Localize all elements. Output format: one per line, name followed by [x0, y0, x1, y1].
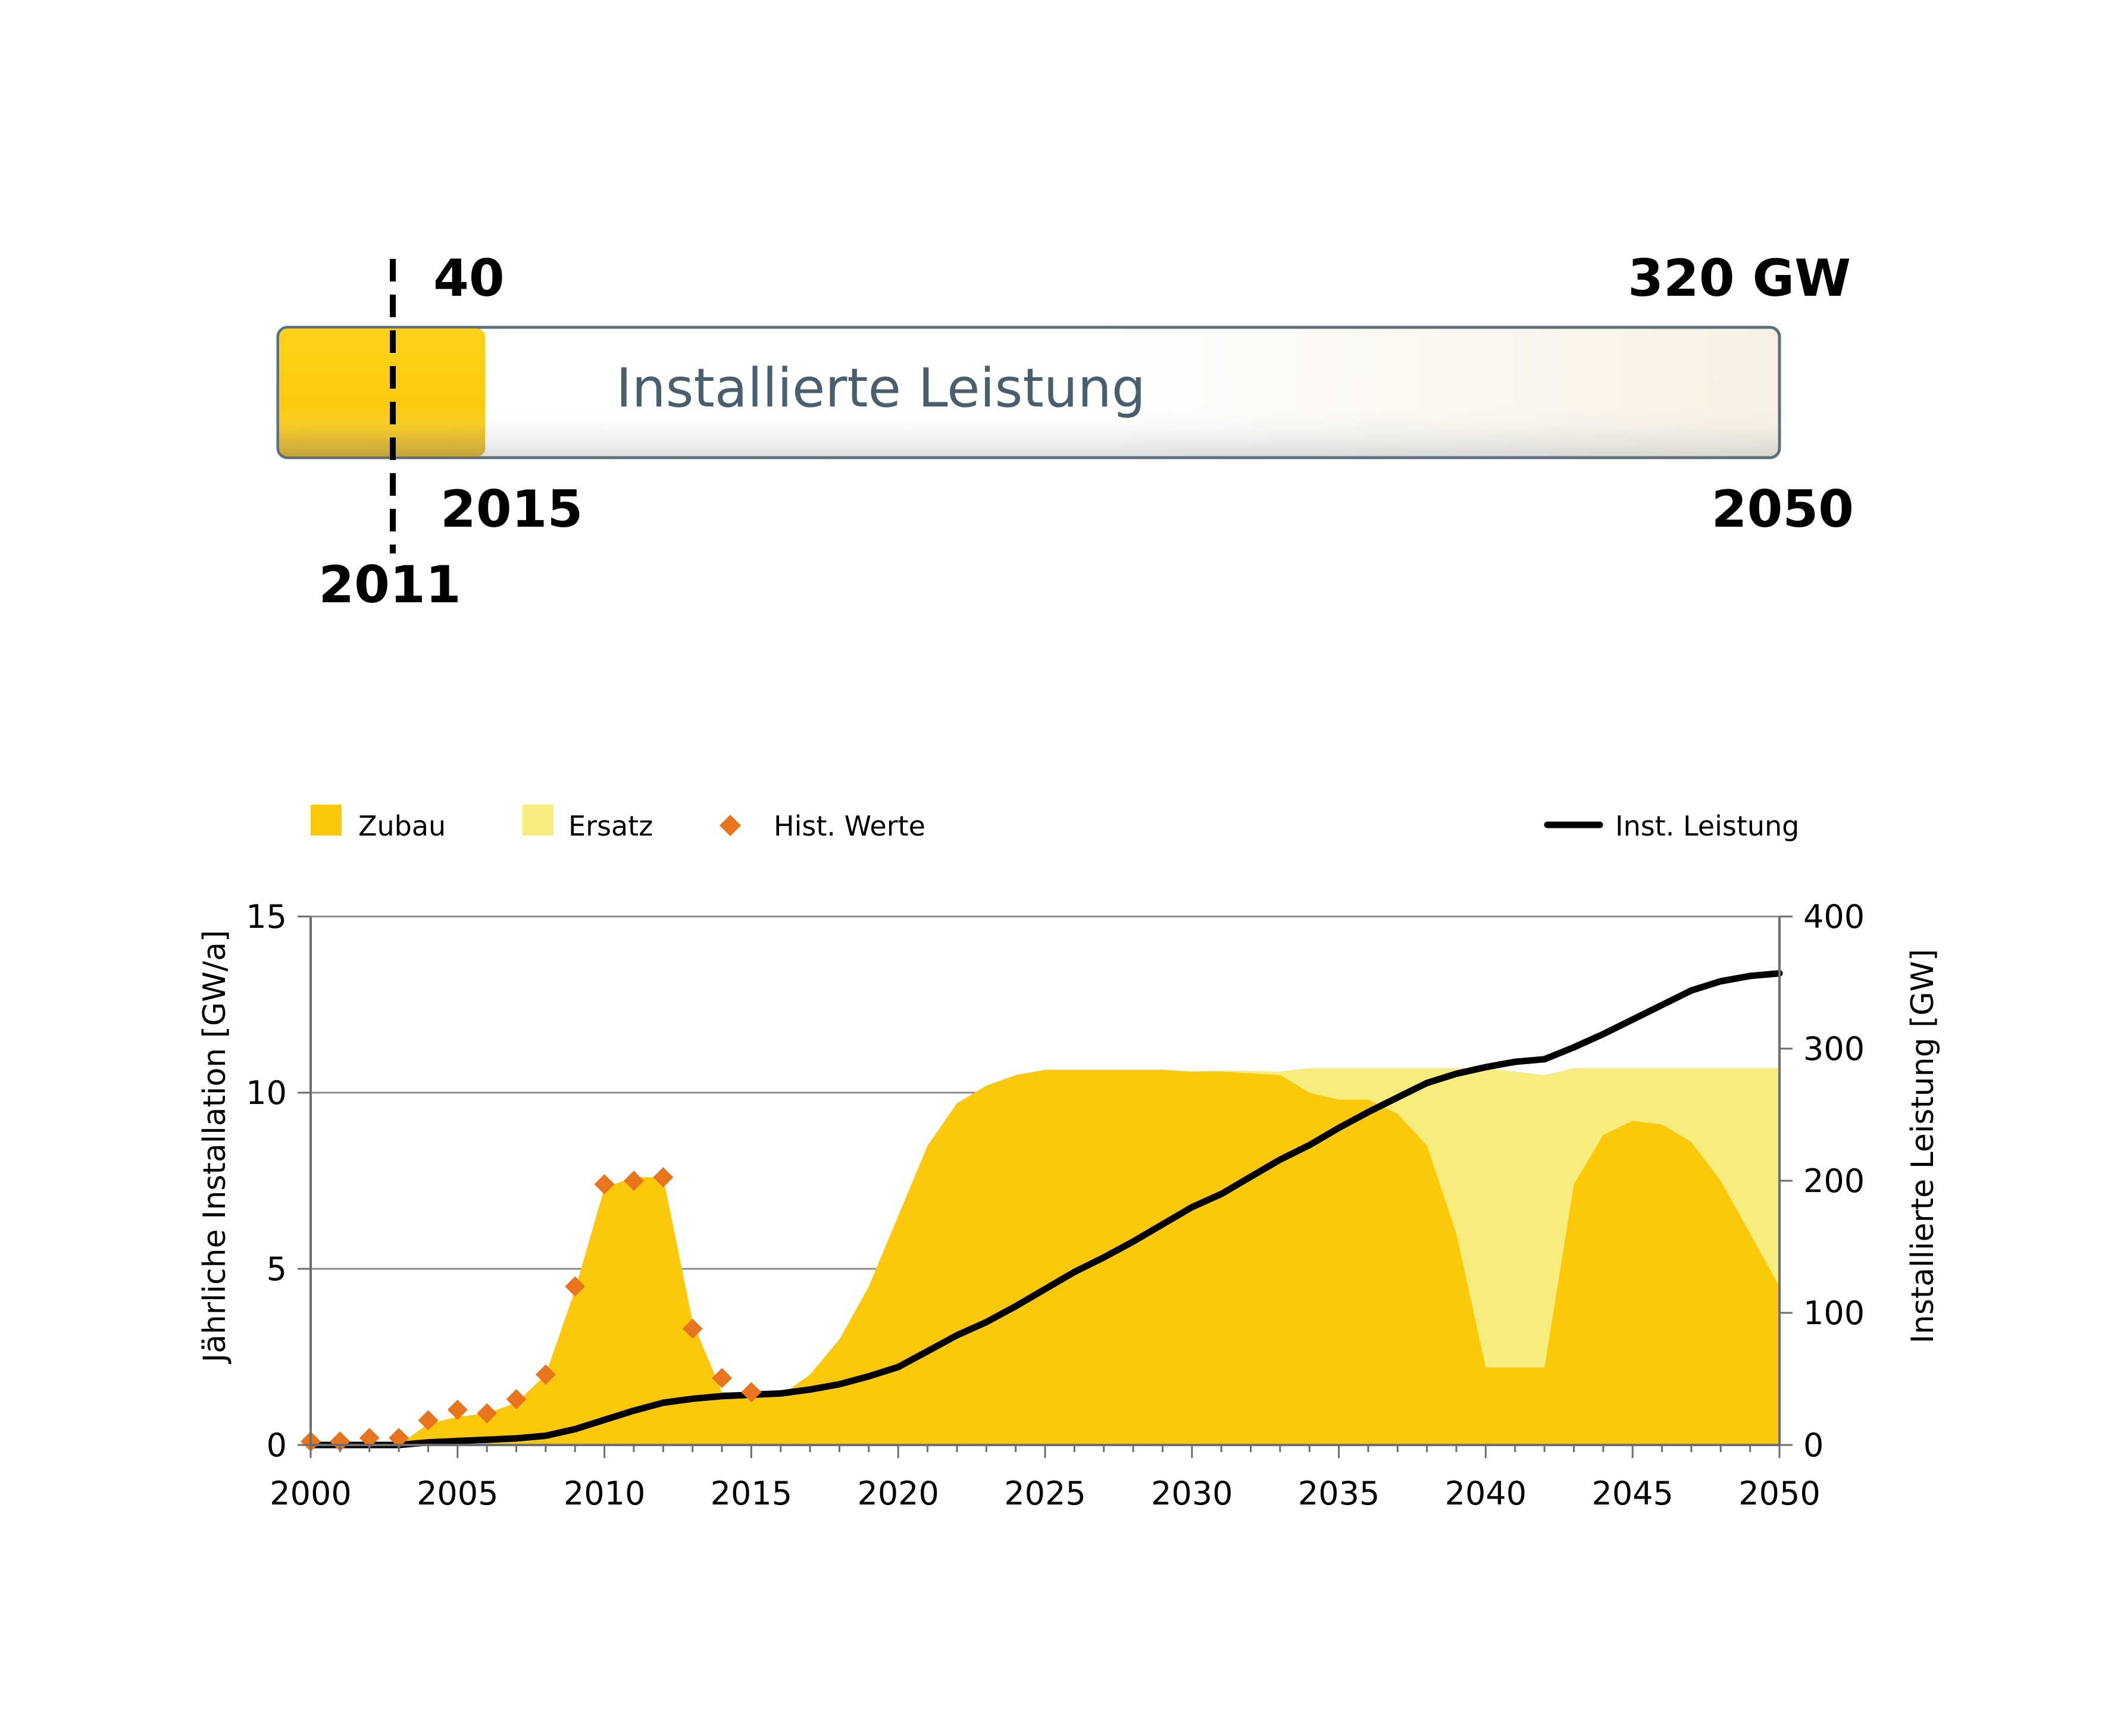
hist-marker — [359, 1428, 380, 1449]
hist-marker — [653, 1167, 674, 1188]
y-right-tick-label: 400 — [1803, 898, 1865, 936]
legend-marker-hist — [720, 815, 741, 836]
header-start-year: 2015 — [440, 480, 583, 539]
x-tick-label: 2050 — [1738, 1475, 1820, 1512]
x-tick-label: 2000 — [270, 1475, 351, 1512]
hist-marker — [682, 1318, 703, 1339]
chart-legend: Zubau Ersatz Hist. Werte Inst. Leistung — [311, 805, 1799, 842]
hist-marker — [565, 1276, 586, 1297]
y-right-axis-label: Installierte Leistung [GW] — [1905, 949, 1941, 1344]
x-tick-label: 2025 — [1004, 1475, 1086, 1512]
y-left-tick-label: 0 — [267, 1427, 287, 1464]
header-start-value: 40 — [433, 249, 505, 308]
capacity-header: 40 320 GW Installierte Leistung 2015 205… — [276, 249, 1854, 615]
y-right-tick-label: 300 — [1803, 1030, 1865, 1068]
hist-marker — [741, 1382, 762, 1403]
line-series — [307, 970, 1783, 1449]
tick-labels: 2000 2005 2010 2015 2020 2025 2030 2035 2040 2045… — [246, 898, 1865, 1512]
x-tick-label: 2010 — [564, 1475, 645, 1512]
progress-shade — [279, 329, 1778, 456]
x-tick-label: 2040 — [1445, 1475, 1527, 1512]
legend-label-hist: Hist. Werte — [774, 810, 925, 842]
x-tick-label: 2045 — [1591, 1475, 1673, 1512]
area-zubau — [311, 1069, 1779, 1445]
header-end-value: 320 GW — [1628, 249, 1851, 308]
header-end-year: 2050 — [1712, 480, 1854, 539]
line-inst-leistung — [307, 970, 1783, 1449]
hist-markers — [301, 1167, 762, 1452]
y-left-axis-label: Jährliche Installation [GW/a] — [197, 930, 233, 1365]
y-right-tick-label: 100 — [1803, 1294, 1865, 1332]
area-series — [311, 1068, 1779, 1445]
x-tick-label: 2015 — [711, 1475, 792, 1512]
y-right-tick-label: 200 — [1803, 1162, 1865, 1200]
header-marker-year: 2011 — [318, 555, 461, 615]
hist-marker — [330, 1431, 351, 1452]
x-tick-label: 2035 — [1298, 1475, 1380, 1512]
legend-label-leistung: Inst. Leistung — [1615, 810, 1799, 842]
hist-marker — [506, 1389, 527, 1410]
hist-marker — [418, 1410, 439, 1431]
legend-swatch-zubau — [311, 805, 342, 836]
hist-marker — [594, 1174, 615, 1194]
hist-marker — [712, 1368, 733, 1388]
y-right-tick-label: 0 — [1803, 1427, 1824, 1464]
hist-marker — [535, 1364, 556, 1385]
hist-marker — [623, 1171, 644, 1191]
y-left-tick-label: 10 — [246, 1074, 287, 1112]
plot-area: 2000 2005 2010 2015 2020 2025 2030 2035 2040 2045… — [197, 898, 1941, 1512]
legend-label-ersatz: Ersatz — [568, 810, 653, 842]
y-left-tick-label: 15 — [246, 898, 287, 936]
legend-swatch-ersatz — [523, 805, 553, 836]
progress-label: Installierte Leistung — [616, 357, 1146, 420]
x-tick-label: 2030 — [1151, 1475, 1233, 1512]
hist-marker — [389, 1428, 409, 1449]
hist-marker — [447, 1399, 468, 1420]
x-tick-label: 2005 — [417, 1475, 498, 1512]
y-left-tick-label: 5 — [267, 1250, 287, 1288]
x-tick-label: 2020 — [857, 1475, 939, 1512]
legend-label-zubau: Zubau — [358, 810, 446, 842]
axes — [298, 915, 1793, 1458]
hist-marker — [477, 1403, 498, 1424]
